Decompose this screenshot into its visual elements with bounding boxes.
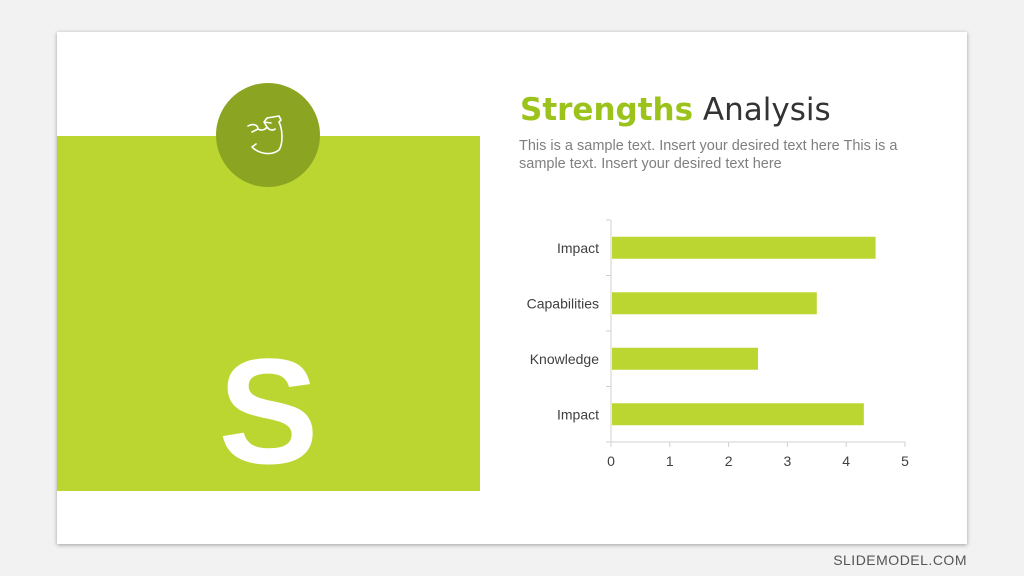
- panel-word: strengths: [184, 512, 353, 545]
- y-tick-label: Impact: [557, 240, 599, 256]
- y-tick-label: Capabilities: [527, 295, 599, 311]
- x-tick-label: 3: [784, 453, 792, 469]
- big-letter: S: [218, 327, 319, 495]
- y-tick-label: Knowledge: [530, 351, 599, 367]
- bar: [612, 347, 758, 370]
- title-rest: Analysis: [702, 92, 831, 128]
- flexed-bicep-icon: [247, 115, 283, 155]
- title-highlight: Strengths: [520, 92, 694, 128]
- slide: S strengths Strengths Analysis This is a…: [57, 32, 967, 545]
- icon-circle: [216, 83, 320, 187]
- bar-chart: Impact Capabilities Knowledge Impact 0 1 2 3 4 5: [527, 219, 909, 469]
- x-tick-label: 5: [901, 453, 909, 469]
- bar: [612, 236, 876, 259]
- bar: [612, 403, 864, 426]
- x-tick-label: 0: [607, 453, 615, 469]
- y-tick-label: Impact: [557, 406, 599, 422]
- bar: [612, 292, 817, 315]
- x-tick-label: 4: [842, 453, 850, 469]
- x-tick-label: 1: [666, 453, 674, 469]
- x-tick-label: 2: [725, 453, 733, 469]
- slide-title: Strengths Analysis: [520, 92, 831, 128]
- subtitle: This is a sample text. Insert your desir…: [519, 138, 898, 172]
- accent-panel: S strengths: [57, 136, 480, 545]
- footer-brand: SLIDEMODEL.COM: [833, 552, 967, 568]
